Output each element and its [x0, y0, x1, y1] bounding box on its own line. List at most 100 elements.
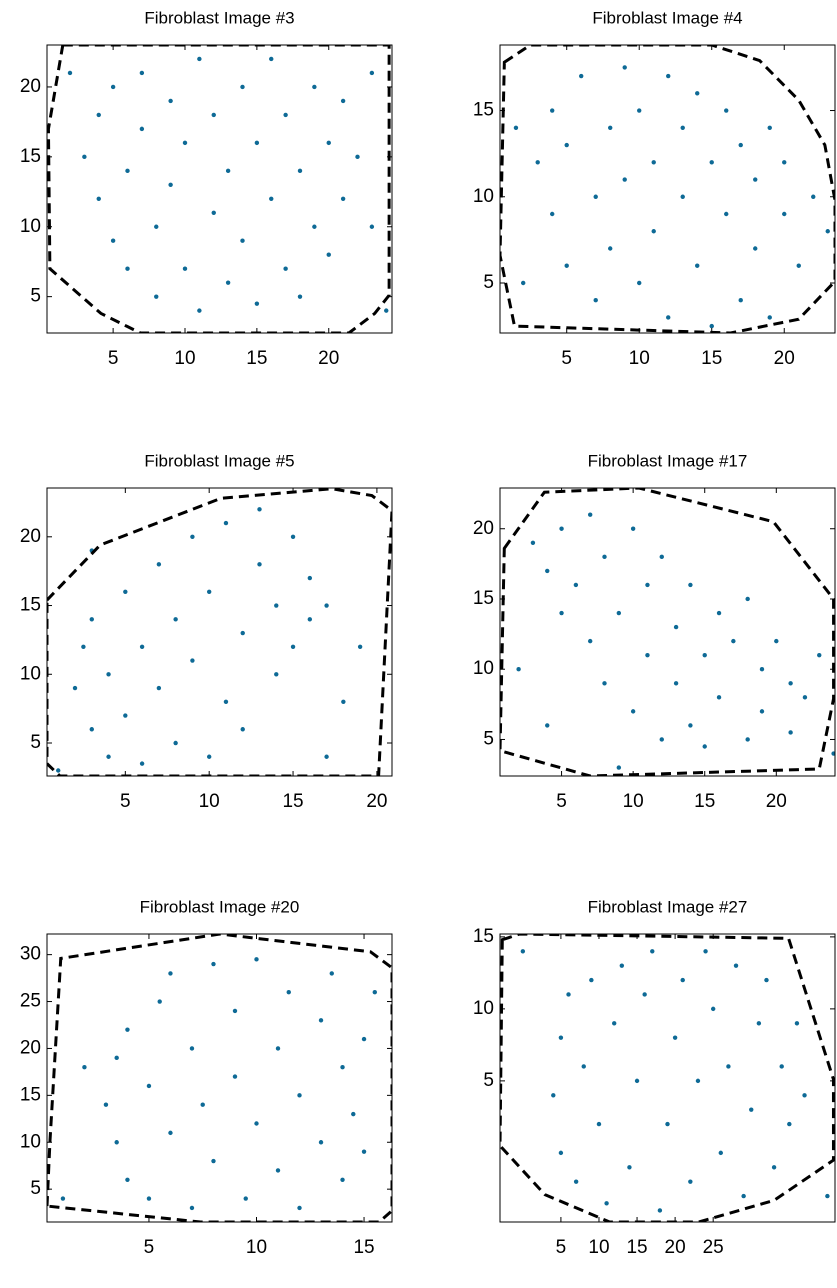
y-tick-label: 10 — [20, 663, 41, 684]
point — [581, 1064, 586, 1069]
point — [733, 963, 739, 968]
y-tick-label: 5 — [30, 1178, 41, 1199]
chart-title: Fibroblast Image #27 — [588, 897, 748, 916]
point — [709, 160, 714, 165]
point — [60, 1196, 66, 1201]
point — [802, 1093, 807, 1098]
y-tick-label: 15 — [473, 588, 494, 609]
point — [340, 196, 346, 201]
point — [602, 554, 607, 560]
point — [340, 98, 346, 104]
point — [254, 140, 260, 146]
point — [297, 1205, 302, 1211]
point — [593, 298, 598, 303]
x-tick-label: 15 — [626, 1237, 647, 1258]
point — [637, 280, 642, 286]
point — [157, 796, 161, 800]
point — [290, 644, 296, 649]
hull-line — [500, 488, 835, 776]
point — [616, 765, 622, 770]
y-tick-label: 10 — [473, 998, 494, 1019]
point — [545, 723, 550, 728]
point — [168, 971, 173, 976]
x-tick-label: 10 — [246, 1237, 267, 1258]
point — [206, 589, 212, 594]
point — [82, 154, 87, 160]
point — [89, 727, 94, 732]
y-tick-label: 5 — [483, 272, 494, 293]
point — [211, 961, 216, 967]
point — [695, 91, 700, 96]
x-tick-label: 15 — [353, 1237, 374, 1258]
x-tick-label: 10 — [199, 791, 220, 812]
y-tick-label: 5 — [30, 286, 41, 307]
x-tick-label: 20 — [766, 791, 787, 812]
axes-box — [499, 933, 836, 1223]
point — [324, 754, 329, 759]
point — [146, 1196, 152, 1201]
axes-box — [499, 487, 836, 777]
point — [274, 603, 279, 608]
point — [106, 672, 111, 677]
y-tick-label: 10 — [20, 216, 41, 237]
y-tick-label: 10 — [20, 1131, 41, 1152]
point — [318, 1140, 324, 1145]
point — [211, 112, 216, 118]
x-tick-label: 5 — [120, 791, 131, 812]
point — [257, 562, 262, 567]
point — [223, 699, 229, 704]
point — [749, 1107, 754, 1112]
point — [297, 294, 303, 299]
point — [384, 308, 389, 313]
point — [200, 1102, 205, 1107]
hull-line — [47, 934, 392, 1222]
point — [275, 1046, 281, 1051]
point — [275, 1168, 281, 1173]
point — [326, 252, 331, 257]
point — [290, 534, 296, 540]
point — [197, 56, 202, 62]
plot-area — [500, 934, 835, 1222]
point — [225, 280, 231, 285]
point — [114, 1055, 119, 1061]
axes-box — [46, 44, 393, 334]
point — [680, 125, 685, 130]
point — [642, 992, 647, 997]
point — [168, 1130, 173, 1136]
point — [779, 1064, 784, 1069]
x-tick-label: 10 — [623, 791, 644, 812]
point — [627, 1165, 632, 1170]
point — [596, 1121, 602, 1127]
panel: Fibroblast Image #17 5 10 15 20 5 10 15 20 — [473, 451, 836, 812]
point — [257, 507, 262, 512]
point — [657, 1208, 663, 1213]
point — [82, 1065, 87, 1070]
point — [564, 263, 569, 268]
point — [709, 323, 714, 329]
point — [530, 540, 536, 545]
x-tick-label: 10 — [588, 1237, 609, 1258]
point — [211, 210, 216, 215]
point — [123, 589, 128, 594]
point — [802, 695, 808, 700]
point — [372, 989, 377, 995]
point — [753, 246, 758, 251]
point — [223, 520, 229, 526]
point — [782, 160, 787, 165]
point — [558, 1150, 564, 1156]
point — [326, 140, 331, 146]
point — [703, 949, 708, 954]
point — [225, 168, 231, 174]
point — [168, 98, 173, 104]
point — [619, 963, 625, 968]
point — [710, 1006, 716, 1012]
x-tick-label: 15 — [282, 791, 303, 812]
hull-line — [500, 45, 835, 333]
point — [573, 1179, 579, 1184]
point — [651, 229, 656, 234]
point — [96, 112, 101, 118]
y-tick-label: 5 — [483, 1070, 494, 1091]
point — [680, 977, 685, 983]
point — [731, 638, 736, 644]
point — [673, 681, 679, 686]
